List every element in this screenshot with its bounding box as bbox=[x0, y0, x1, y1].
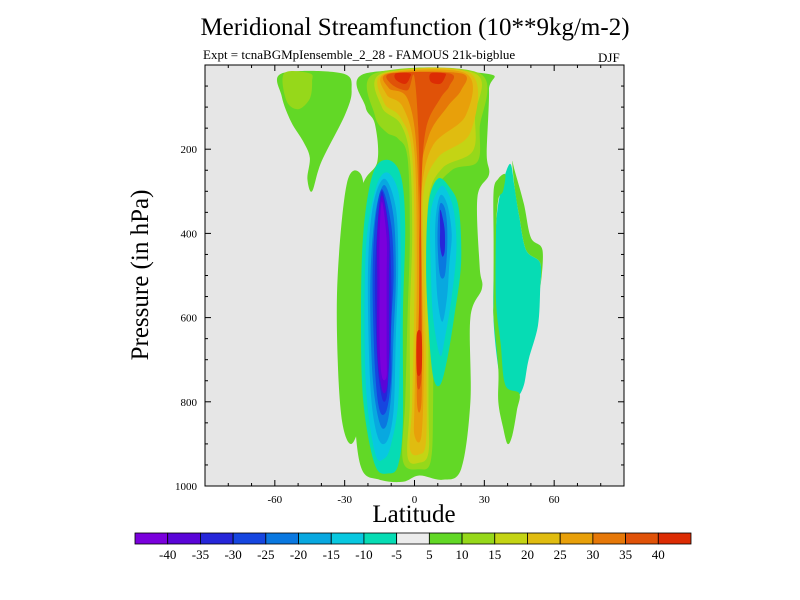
colorbar-swatch bbox=[494, 532, 528, 545]
y-tick-label: 600 bbox=[181, 313, 198, 325]
colorbar-label: 30 bbox=[586, 547, 599, 562]
contour-red-core-lower bbox=[416, 329, 423, 376]
colorbar-swatch bbox=[363, 532, 398, 545]
colorbar-label: -35 bbox=[192, 547, 209, 562]
colorbar-label: 40 bbox=[652, 547, 665, 562]
colorbar-label: 5 bbox=[426, 547, 433, 562]
y-tick-label: 200 bbox=[181, 144, 198, 156]
colorbar-label: 15 bbox=[488, 547, 501, 562]
colorbar-label: 20 bbox=[521, 547, 534, 562]
colorbar-swatch bbox=[232, 532, 267, 545]
y-tick-label: 800 bbox=[181, 397, 198, 409]
contour-aqua-sh-cell bbox=[493, 163, 542, 404]
chart-subtitle: Expt = tcnaBGMpIensemble_2_28 - FAMOUS 2… bbox=[203, 47, 516, 62]
contour-green-sh-lower bbox=[493, 173, 520, 445]
y-tick-label: 1000 bbox=[175, 481, 198, 493]
colorbar-swatch bbox=[396, 532, 430, 545]
y-tick-label: 400 bbox=[181, 228, 198, 240]
contour-orange-central bbox=[380, 69, 473, 443]
contour-fills bbox=[276, 67, 543, 483]
contour-indigo-mid-cell bbox=[439, 209, 446, 257]
chart-title: Meridional Streamfunction (10**9kg/m-2) bbox=[200, 14, 630, 41]
colorbar-label: -25 bbox=[257, 547, 274, 562]
colorbar-label: 25 bbox=[554, 547, 567, 562]
colorbar-label: -15 bbox=[323, 547, 340, 562]
season-label: DJF bbox=[598, 50, 620, 65]
colorbar-swatch bbox=[265, 532, 299, 545]
colorbar-label: -30 bbox=[224, 547, 241, 562]
colorbar-swatch bbox=[134, 532, 169, 545]
colorbar-label: -40 bbox=[159, 547, 176, 562]
colorbar-swatch bbox=[625, 532, 659, 545]
contour-red-cores bbox=[394, 72, 412, 84]
colorbar-label: 35 bbox=[619, 547, 632, 562]
x-tick-label: 0 bbox=[412, 494, 418, 506]
colorbar-label: 10 bbox=[456, 547, 469, 562]
colorbar-label: -20 bbox=[290, 547, 307, 562]
colorbar-swatch bbox=[330, 532, 365, 545]
contour-green-sh-right bbox=[512, 160, 543, 289]
colorbar-swatch bbox=[428, 532, 463, 545]
contour-yellowgreen-nh-upper bbox=[282, 71, 313, 110]
contour-red-core-upper-right bbox=[429, 72, 446, 85]
x-tick-label: -30 bbox=[337, 494, 352, 506]
x-tick-label: 60 bbox=[549, 494, 561, 506]
colorbar-swatch bbox=[200, 532, 234, 545]
x-tick-label: -60 bbox=[267, 494, 282, 506]
colorbar-label: -5 bbox=[391, 547, 402, 562]
contour-violet-left-cell bbox=[379, 201, 387, 381]
colorbar-swatch bbox=[657, 532, 692, 545]
colorbar-swatch bbox=[527, 532, 561, 545]
x-tick-label: 30 bbox=[479, 494, 491, 506]
colorbar-swatch bbox=[461, 532, 496, 545]
contour-redorange-central bbox=[386, 71, 455, 390]
contour-darkorange-central bbox=[382, 71, 467, 413]
colorbar-swatch bbox=[167, 532, 201, 545]
colorbar-swatch bbox=[298, 532, 332, 545]
x-axis-label: Latitude bbox=[372, 501, 456, 528]
colorbar-swatch bbox=[592, 532, 626, 545]
colorbar-swatch bbox=[559, 532, 594, 545]
contour-green-mid-sliver bbox=[458, 337, 467, 381]
colorbar-label: -10 bbox=[355, 547, 372, 562]
